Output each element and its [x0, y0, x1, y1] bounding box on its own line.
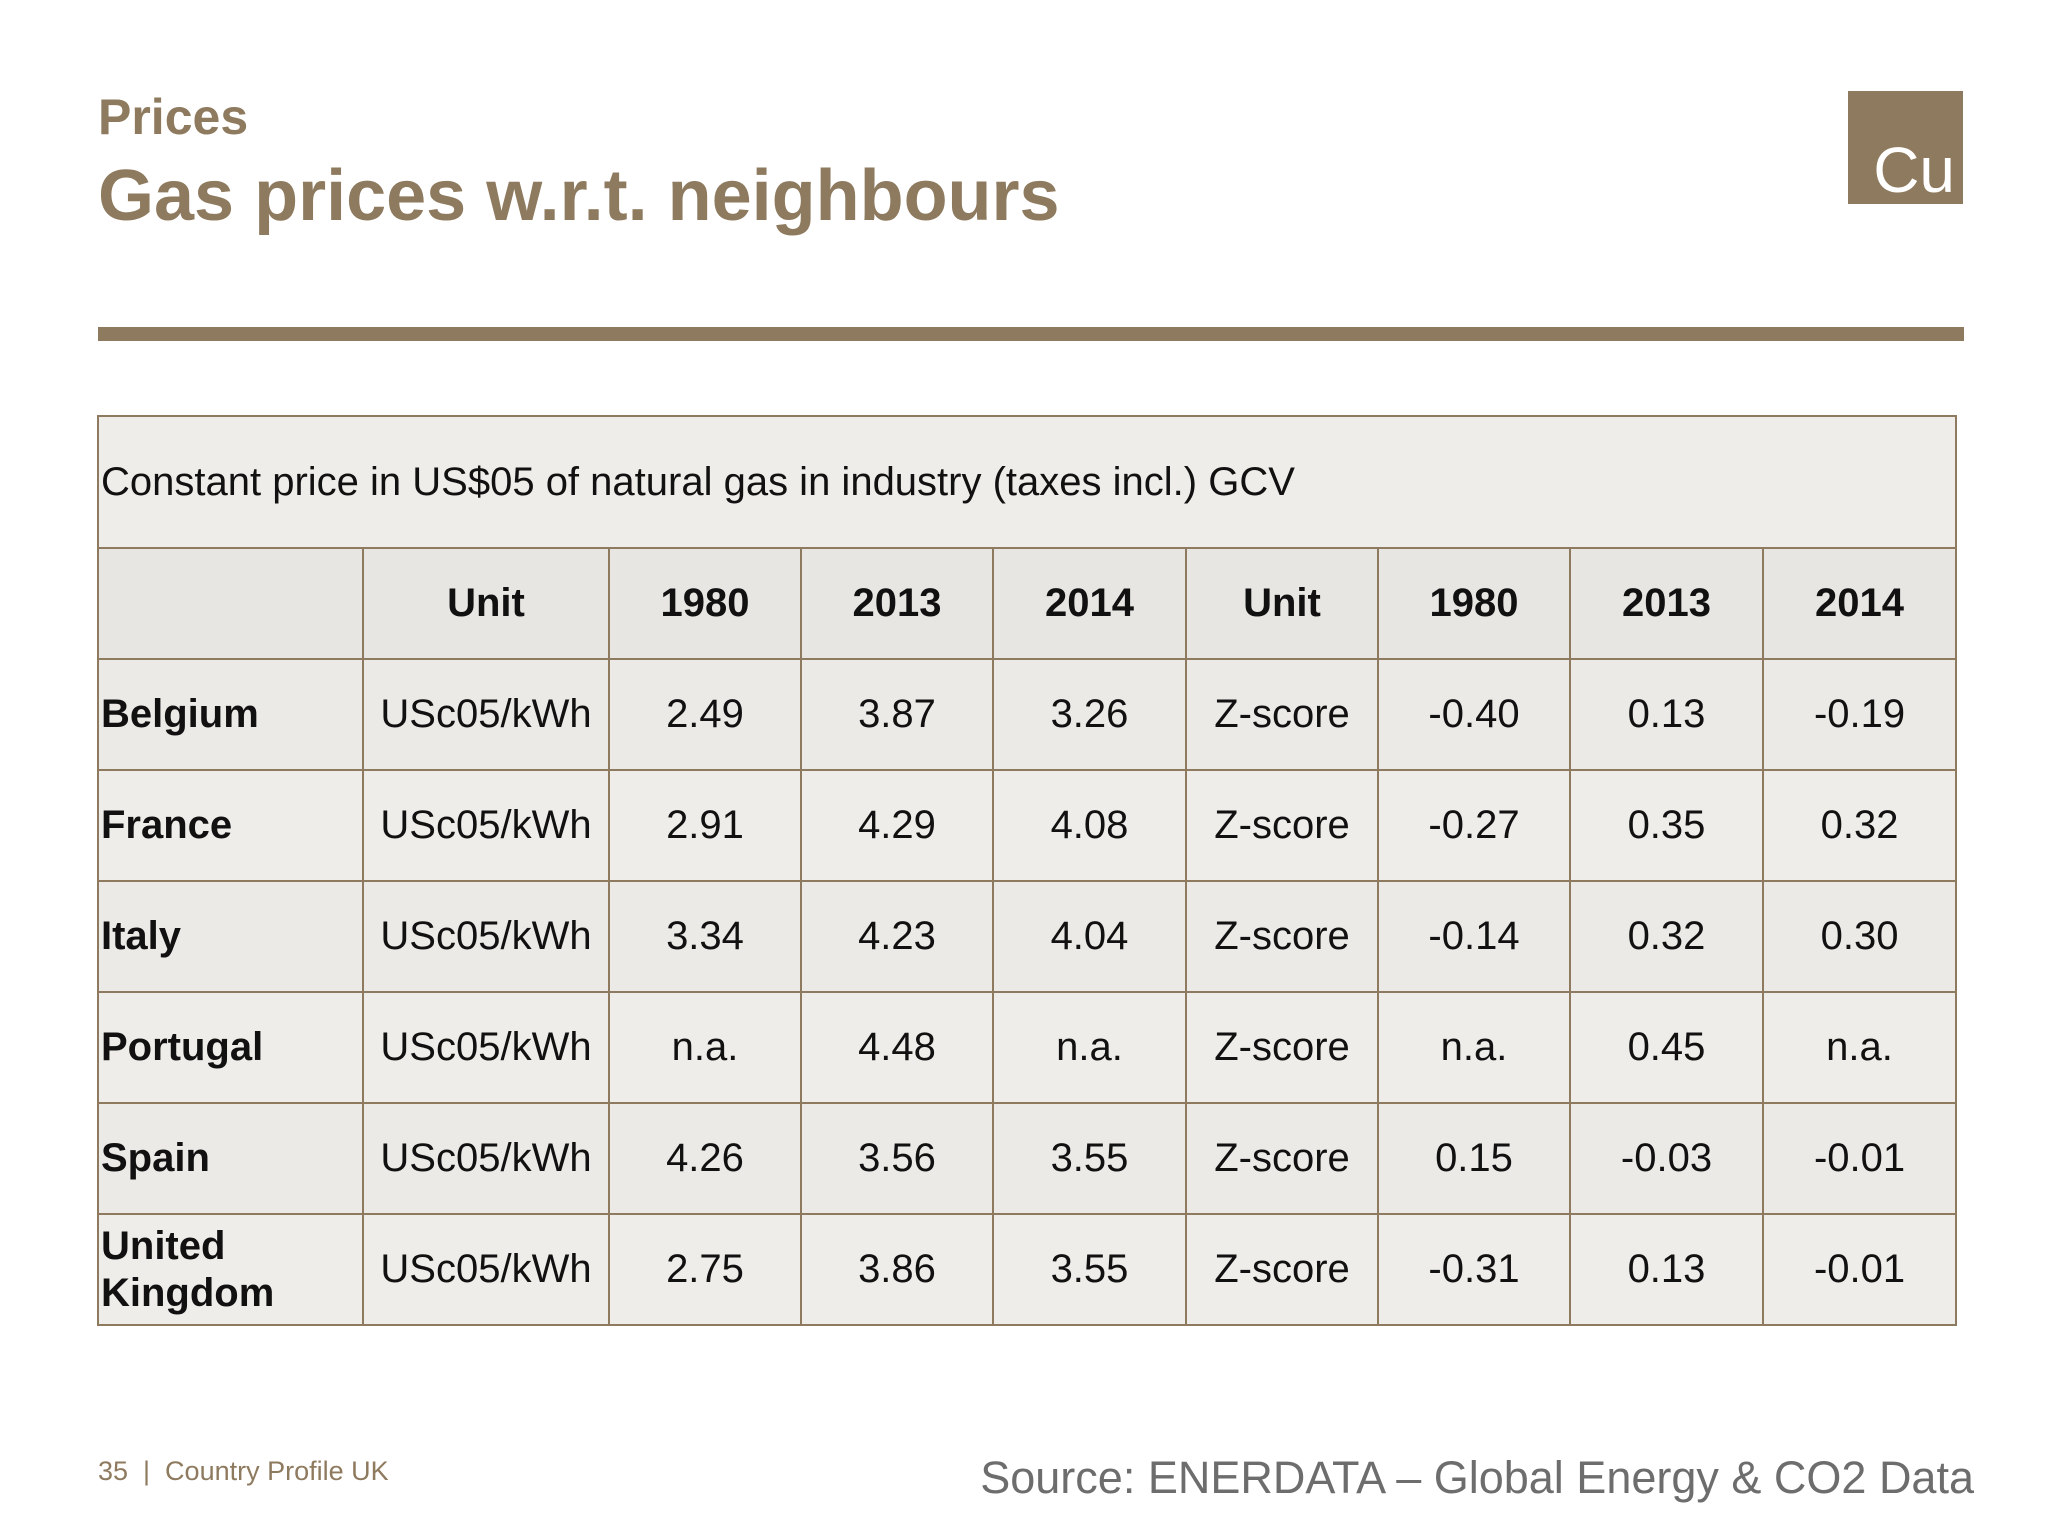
table-cell: USc05/kWh: [362, 658, 610, 771]
table-cell: 3.56: [800, 1102, 994, 1215]
table-cell: 4.26: [608, 1102, 802, 1215]
column-header: Unit: [1185, 547, 1379, 660]
table-cell: -0.01: [1761, 1213, 1958, 1326]
country-cell: Portugal: [97, 991, 364, 1104]
table-cell: 4.23: [800, 880, 994, 993]
table-cell: Z-score: [1185, 1102, 1379, 1215]
table-cell: Z-score: [1185, 1213, 1379, 1326]
table-cell: 0.30: [1761, 880, 1958, 993]
table-cell: 3.55: [992, 1213, 1187, 1326]
table-cell: -0.14: [1377, 880, 1571, 993]
table-cell: n.a.: [1377, 991, 1571, 1104]
table-caption: Constant price in US$05 of natural gas i…: [96, 415, 1958, 549]
table-cell: -0.27: [1377, 769, 1571, 882]
footer-page-info: 35 | Country Profile UK: [98, 1456, 389, 1486]
table-cell: USc05/kWh: [362, 880, 610, 993]
table-cell: 0.32: [1761, 769, 1958, 882]
column-header: 1980: [608, 547, 802, 660]
cu-logo: Cu: [1848, 91, 1963, 204]
table-row: United Kingdom USc05/kWh 2.75 3.86 3.55 Z-sco…: [97, 1213, 1958, 1326]
column-header: Unit: [362, 547, 610, 660]
country-cell: Belgium: [97, 658, 364, 771]
table-cell: 3.86: [800, 1213, 994, 1326]
source-note: Source: ENERDATA – Global Energy & CO2 D…: [980, 1452, 1974, 1503]
table-cell: USc05/kWh: [362, 1213, 610, 1326]
table-row: Portugal USc05/kWh n.a. 4.48 n.a. Z-score n.a.…: [97, 991, 1958, 1104]
table-cell: 3.34: [608, 880, 802, 993]
column-header: 2013: [800, 547, 994, 660]
column-header: 2014: [992, 547, 1187, 660]
table-cell: 0.13: [1569, 1213, 1764, 1326]
table-row: Belgium USc05/kWh 2.49 3.87 3.26 Z-score -0.40…: [97, 658, 1958, 771]
table-cell: 2.91: [608, 769, 802, 882]
column-header: 1980: [1377, 547, 1571, 660]
table-row: Spain USc05/kWh 4.26 3.56 3.55 Z-score 0.15 -0.…: [97, 1102, 1958, 1215]
table-cell: Z-score: [1185, 769, 1379, 882]
column-header: [97, 547, 364, 660]
table-row: France USc05/kWh 2.91 4.29 4.08 Z-score -0.27 0…: [97, 769, 1958, 882]
table-cell: 0.15: [1377, 1102, 1571, 1215]
country-cell: Italy: [97, 880, 364, 993]
table-cell: 2.49: [608, 658, 802, 771]
table-cell: -0.31: [1377, 1213, 1571, 1326]
table-cell: -0.03: [1569, 1102, 1764, 1215]
column-header: 2014: [1761, 547, 1958, 660]
table-cell: 0.32: [1569, 880, 1764, 993]
table-cell: USc05/kWh: [362, 991, 610, 1104]
table-cell: -0.40: [1377, 658, 1571, 771]
table-cell: 4.08: [992, 769, 1187, 882]
table-cell: 0.35: [1569, 769, 1764, 882]
table-cell: 3.55: [992, 1102, 1187, 1215]
table-cell: 3.87: [800, 658, 994, 771]
section-label: Prices: [98, 89, 249, 145]
table-cell: USc05/kWh: [362, 769, 610, 882]
table-body: Belgium USc05/kWh 2.49 3.87 3.26 Z-score -0.40…: [97, 658, 1958, 1326]
table-cell: -0.01: [1761, 1102, 1958, 1215]
table-cell: n.a.: [1761, 991, 1958, 1104]
table-cell: -0.19: [1761, 658, 1958, 771]
table-cell: Z-score: [1185, 991, 1379, 1104]
table-cell: 4.04: [992, 880, 1187, 993]
logo-text: Cu: [1873, 134, 1955, 206]
country-cell: France: [97, 769, 364, 882]
table-row: Italy USc05/kWh 3.34 4.23 4.04 Z-score -0.14 0.…: [97, 880, 1958, 993]
table-cell: Z-score: [1185, 658, 1379, 771]
title-divider: [98, 327, 1964, 341]
page-title: Gas prices w.r.t. neighbours: [98, 156, 1060, 236]
gas-price-table: Constant price in US$05 of natural gas i…: [96, 415, 1958, 1326]
table-cell: n.a.: [992, 991, 1187, 1104]
table-cell: 3.26: [992, 658, 1187, 771]
country-cell: United Kingdom: [97, 1213, 364, 1326]
column-header: 2013: [1569, 547, 1764, 660]
table-cell: 2.75: [608, 1213, 802, 1326]
country-cell: Spain: [97, 1102, 364, 1215]
table-cell: 0.45: [1569, 991, 1764, 1104]
table-cell: n.a.: [608, 991, 802, 1104]
table-cell: 4.48: [800, 991, 994, 1104]
table-cell: Z-score: [1185, 880, 1379, 993]
table-cell: 4.29: [800, 769, 994, 882]
table-header-row: Unit 1980 2013 2014 Unit 1980 2013 2014: [97, 547, 1958, 660]
table-cell: 0.13: [1569, 658, 1764, 771]
table-cell: USc05/kWh: [362, 1102, 610, 1215]
